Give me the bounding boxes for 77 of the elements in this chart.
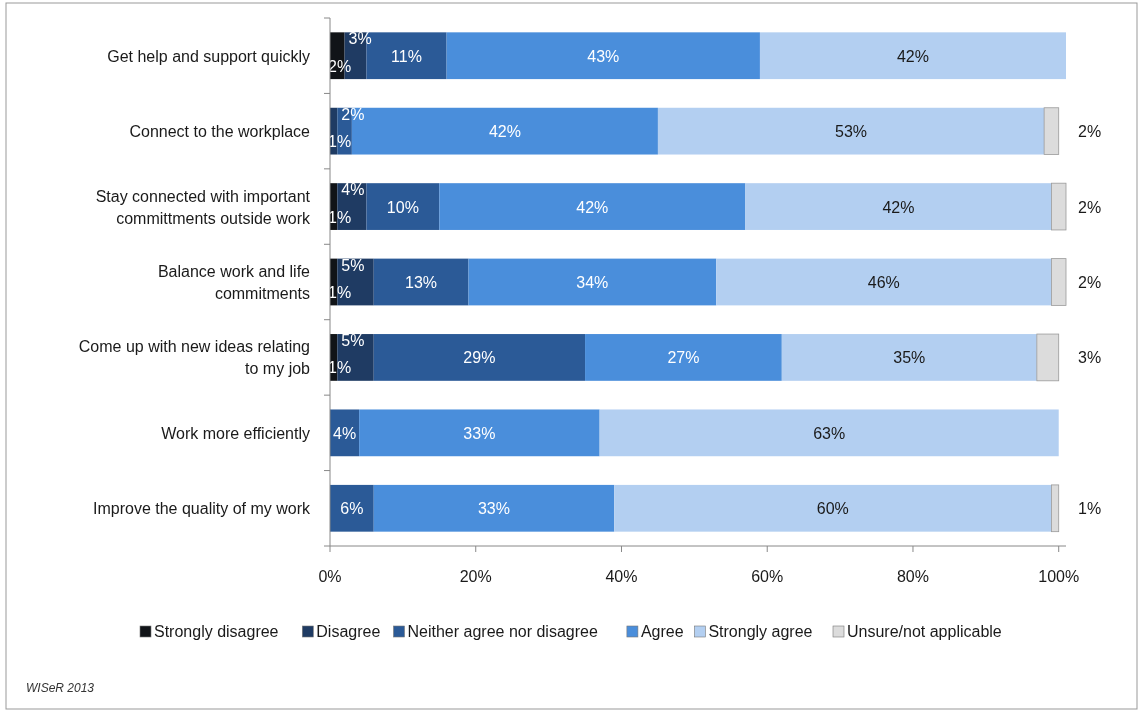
bar [759,32,1066,80]
legend-label: Agree [640,623,684,640]
x-tick-label: 60% [751,568,784,585]
legend-label: Strongly disagree [154,623,279,640]
data-label: 2% [1078,198,1102,216]
x-tick-label: 0% [318,568,342,585]
data-label: 5% [341,256,365,274]
data-label: 2% [341,105,365,123]
bar [585,334,782,381]
x-tick-label: 40% [605,568,638,585]
data-label: 1% [328,208,352,226]
data-label: 2% [1078,274,1102,291]
y-tick-label: Come up with new ideas relating to my job [78,338,311,378]
data-label: 60% [816,500,849,518]
bar [1043,107,1060,155]
data-label: 63% [813,424,846,442]
x-tick-label: 80% [896,568,929,585]
data-label: 43% [587,47,620,65]
data-label: 4% [333,424,357,442]
data-label: 33% [477,500,510,518]
y-tick-label: Stay connected with important committments outside work [95,187,311,227]
bar [373,334,586,381]
text: WISeR 2013 [26,681,95,695]
data-label: 42% [488,123,521,141]
data-label: 13% [405,274,438,291]
bar [1051,182,1067,231]
data-label: 1% [1078,500,1102,518]
data-label: 34% [576,274,609,291]
data-label: 29% [463,349,496,367]
bar [468,258,717,306]
data-label: 6% [340,500,364,518]
data-label: 33% [463,424,496,442]
bar [359,409,600,457]
x-tick-label: 20% [459,568,492,585]
bar [1051,258,1067,306]
data-label: 1% [328,133,352,151]
y-tick-label: Get help and support quickly [107,47,310,65]
data-label: 46% [867,274,900,291]
legend-label: Disagree [316,623,381,640]
y-tick-label: Connect to the workplace [129,123,311,141]
data-label: 53% [835,123,868,141]
data-label: 3% [348,30,372,48]
data-label: 3% [1078,349,1102,367]
data-label: 2% [1078,123,1102,141]
bar [1051,484,1060,533]
bar [366,183,440,230]
data-label: 42% [882,198,915,216]
bar [614,484,1052,532]
bar [657,107,1045,155]
data-label: 42% [576,198,609,216]
data-label: 4% [341,181,365,199]
bar [781,334,1037,381]
data-label: 10% [386,198,419,216]
bar [716,258,1052,306]
bar [599,409,1059,457]
data-label: 35% [893,349,926,367]
bar [373,258,469,306]
bar [439,183,746,230]
bar [1036,333,1060,382]
legend-label: Strongly agree [708,623,813,640]
data-label: 5% [341,332,365,350]
legend-label: Unsure/not applicable [847,623,1002,640]
data-label: 1% [328,284,352,301]
data-label: 42% [896,47,929,65]
legend-label: Neither agree nor disagree [407,623,598,640]
bar [330,484,374,532]
y-tick-label: Improve the quality of my work [93,500,311,518]
data-label: 27% [667,349,700,367]
x-tick-label: 100% [1038,568,1080,585]
y-tick-label: Balance work and life commitments [157,263,311,302]
bar [446,32,760,80]
y-tick-label: Work more efficiently [161,424,310,442]
data-label: 11% [391,47,422,65]
bar [373,484,615,532]
data-label: 1% [328,359,352,377]
data-label: 2% [328,57,352,75]
bar [745,183,1052,230]
